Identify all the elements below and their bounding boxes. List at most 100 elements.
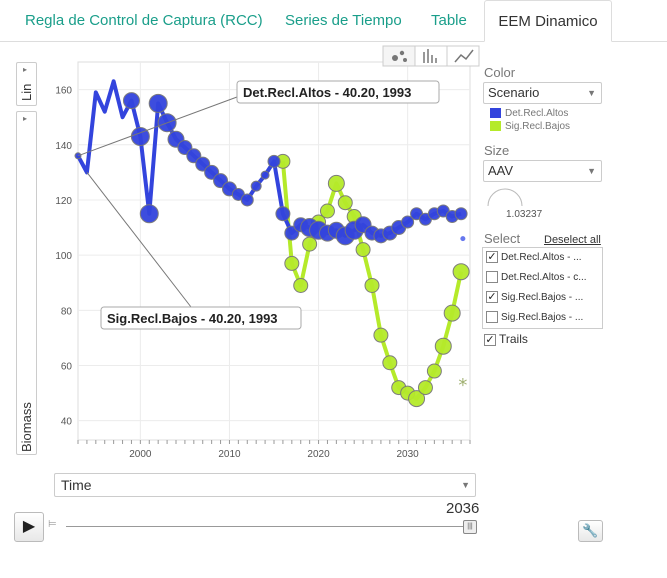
bubble-1 — [452, 263, 470, 281]
y-tick-label: 80 — [61, 306, 73, 317]
plot-area — [77, 61, 471, 441]
legend-swatch — [490, 108, 501, 119]
bubble-1 — [337, 195, 353, 211]
bubble-1 — [284, 255, 300, 271]
checkbox-checked[interactable]: ✓ — [486, 251, 498, 264]
chevron-down-icon: ▼ — [461, 480, 470, 490]
select-item[interactable]: ✓ Det.Recl.Altos - ... — [486, 251, 582, 264]
size-label: Size — [484, 143, 510, 158]
bubble-1 — [373, 327, 389, 343]
bubble-0 — [267, 154, 281, 168]
play-icon: ▶ — [22, 518, 36, 535]
tab-table[interactable]: Table — [431, 12, 467, 29]
color-label: Color — [484, 65, 516, 80]
x-axis-selector[interactable]: Time ▼ — [54, 473, 476, 497]
color-select[interactable]: Scenario ▼ — [483, 82, 602, 104]
size-value: 1.03237 — [506, 209, 543, 220]
y-scale-label: Lin — [19, 83, 34, 101]
y-tick-label: 100 — [55, 251, 72, 262]
bubble-1 — [355, 242, 371, 258]
y-tick-label: 60 — [61, 362, 73, 373]
annotation-label: Det.Recl.Altos - 40.20, 1993 — [243, 85, 411, 100]
bar-chart-button[interactable] — [414, 45, 448, 67]
x-axis-selected: Time — [61, 477, 92, 493]
size-select[interactable]: AAV ▼ — [483, 160, 602, 182]
select-item[interactable]: ✓ Sig.Recl.Bajos - ... — [486, 291, 584, 304]
checkbox-checked[interactable]: ✓ — [486, 291, 498, 304]
y-tick-label: 40 — [61, 417, 73, 428]
x-tick-label: 2020 — [307, 449, 330, 460]
bubble-0 — [454, 207, 468, 221]
annotation-leader — [86, 172, 192, 308]
play-button[interactable]: ▶ — [14, 512, 44, 542]
chevron-down-icon: ▼ — [587, 166, 596, 176]
size-scale-icon — [487, 188, 523, 207]
bubble-0 — [148, 93, 168, 113]
speed-slider-icon[interactable]: ⊨ — [48, 519, 57, 530]
tab-rcc[interactable]: Regla de Control de Captura (RCC) — [25, 12, 263, 29]
bubble-1 — [319, 203, 335, 219]
motion-chart: 40 60 80 100 120 140 160 2000 2010 2020 2030 * Det… — [55, 45, 480, 460]
y-tick-label: 120 — [55, 196, 72, 207]
tab-eem-dinamico[interactable]: EEM Dinamico — [484, 0, 612, 42]
select-label: Select — [484, 231, 521, 246]
chevron-down-icon: ▼ — [587, 88, 596, 98]
legend-item: Sig.Recl.Bajos — [490, 121, 570, 133]
trails-toggle[interactable]: ✓ Trails — [484, 332, 528, 346]
legend-item: Det.Recl.Altos — [490, 108, 568, 120]
bubble-1 — [408, 390, 426, 408]
annotation-label: Sig.Recl.Bajos - 40.20, 1993 — [107, 311, 278, 326]
bubble-1 — [364, 277, 380, 293]
checkbox[interactable] — [486, 271, 498, 284]
bubble-0 — [250, 180, 262, 192]
annotation-box — [236, 80, 440, 104]
legend-swatch — [490, 121, 501, 132]
bubble-1 — [293, 277, 309, 293]
time-current-value: 2036 — [446, 500, 480, 517]
deselect-all-link[interactable]: Deselect all — [544, 234, 601, 246]
bubble-0 — [122, 92, 140, 110]
x-tick-label: 2010 — [218, 449, 241, 460]
wrench-icon: 🔧 — [582, 523, 599, 538]
x-tick-label: 2000 — [129, 449, 152, 460]
y-axis-arrow-icon: ▸ — [23, 114, 28, 123]
bubble-1 — [327, 174, 345, 192]
bubble-1 — [443, 304, 461, 322]
y-tick-label: 140 — [55, 141, 72, 152]
size-selected: AAV — [488, 163, 514, 178]
annotation-leader — [77, 96, 238, 157]
checkbox-checked[interactable]: ✓ — [484, 333, 496, 346]
bubble-1 — [302, 236, 318, 252]
bubble-1 — [382, 355, 398, 371]
bubble-1 — [434, 337, 452, 355]
chart-view-buttons — [382, 45, 480, 67]
current-marker-sig: * — [458, 375, 467, 396]
bubble-1 — [426, 363, 442, 379]
select-item[interactable]: Sig.Recl.Bajos - ... — [486, 311, 583, 325]
tab-bar: Regla de Control de Captura (RCC) Series… — [0, 0, 667, 42]
color-selected: Scenario — [488, 85, 540, 100]
y-tick-label: 160 — [55, 86, 72, 97]
y-scale-arrow-icon: ▸ — [23, 65, 28, 74]
checkbox[interactable] — [486, 311, 498, 324]
bubble-0 — [401, 215, 415, 229]
select-list: ✓ Det.Recl.Altos - ... Det.Recl.Altos - c… — [482, 247, 603, 329]
tab-series-de-tiempo[interactable]: Series de Tiempo — [285, 12, 402, 29]
bar-chart-icon — [423, 49, 437, 63]
line-chart-icon — [454, 49, 474, 63]
select-item[interactable]: Det.Recl.Altos - c... — [486, 271, 587, 285]
x-tick-label: 2030 — [397, 449, 420, 460]
current-marker-det — [460, 236, 466, 242]
time-slider-handle[interactable]: ||| — [463, 520, 477, 534]
annotation-box — [100, 306, 302, 330]
bubble-1 — [417, 380, 433, 396]
settings-button[interactable]: 🔧 — [578, 520, 603, 542]
y-scale-selector[interactable]: ▸ Lin — [16, 62, 37, 106]
bubble-0 — [260, 170, 270, 180]
y-axis-selector[interactable]: ▸ Biomass — [16, 111, 37, 455]
bubble-0 — [275, 206, 291, 222]
bubble-chart-button[interactable] — [382, 45, 416, 67]
bubble-chart-icon — [392, 55, 398, 61]
bubble-0 — [240, 193, 254, 207]
time-slider-track[interactable] — [66, 526, 472, 527]
